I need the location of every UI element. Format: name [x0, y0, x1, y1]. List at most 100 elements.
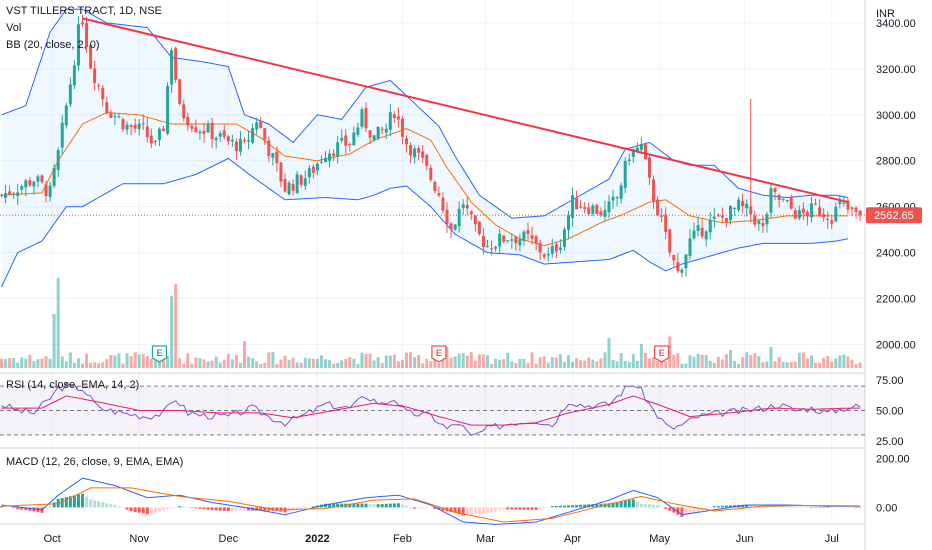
volume-bar: [190, 363, 194, 368]
macd-histogram-bar: [676, 507, 680, 515]
candle-body: [639, 143, 643, 150]
volume-bar: [554, 357, 558, 368]
macd-histogram-bar: [48, 505, 52, 508]
volume-bar: [818, 362, 822, 368]
candle-body: [315, 163, 319, 171]
macd-histogram-bar: [777, 506, 781, 508]
candle-body: [449, 223, 453, 230]
macd-histogram-bar: [814, 507, 818, 508]
volume-bar: [826, 356, 830, 368]
candle-body: [234, 141, 238, 152]
macd-histogram-bar: [113, 504, 117, 508]
legend-volume[interactable]: Vol: [6, 22, 22, 34]
candle-body: [834, 206, 838, 222]
macd-histogram-bar: [826, 507, 830, 508]
candle-body: [388, 112, 392, 130]
macd-histogram-bar: [530, 507, 534, 510]
candle-body: [68, 84, 72, 105]
candle-body: [797, 210, 801, 219]
legend-bollinger[interactable]: BB (20, close, 2, 0): [6, 39, 100, 51]
volume-bar: [218, 362, 222, 368]
volume-bar: [643, 352, 647, 368]
macd-histogram-bar: [129, 507, 133, 512]
macd-histogram-bar: [720, 505, 724, 508]
candle-body: [190, 125, 194, 129]
volume-bar: [538, 357, 542, 368]
candle-body: [745, 203, 749, 209]
volume-bar: [137, 354, 141, 368]
candle-body: [854, 207, 858, 212]
bollinger-lower: [1, 157, 848, 288]
price-axis: INR2000.002200.002400.002600.002800.0030…: [866, 8, 922, 514]
volume-bar: [283, 355, 287, 368]
volume-bar: [830, 361, 834, 368]
candle-body: [652, 179, 656, 202]
macd-histogram-bar: [388, 503, 392, 508]
volume-bar: [93, 362, 97, 368]
candle-body: [558, 247, 562, 250]
macd-histogram-bar: [162, 507, 165, 511]
candle-body: [97, 85, 101, 87]
macd-histogram-bar: [822, 507, 826, 508]
earnings-label: E: [156, 348, 162, 358]
volume-bar: [724, 354, 728, 368]
macd-histogram-bar: [307, 507, 311, 508]
candle-body: [101, 87, 105, 100]
macd-histogram-bar: [368, 503, 372, 508]
volume-bar: [275, 363, 279, 368]
macd-histogram-bar: [858, 507, 862, 508]
macd-histogram-bar: [324, 503, 327, 508]
macd-histogram-bar: [328, 503, 332, 508]
macd-histogram-bar: [425, 507, 429, 509]
bollinger-fill: [1, 9, 848, 287]
volume-bar: [194, 357, 198, 368]
macd-histogram-bar: [218, 507, 222, 511]
candle-body: [255, 122, 259, 130]
macd-histogram-bar: [372, 504, 376, 508]
candle-body: [562, 229, 566, 247]
legend-macd[interactable]: MACD (12, 26, close, 9, EMA, EMA): [6, 456, 184, 468]
trendline[interactable]: [82, 17, 849, 204]
legend-rsi[interactable]: RSI (14, close, EMA, 14, 2): [6, 379, 140, 391]
volume-bar: [680, 363, 684, 368]
macd-histogram-bar: [664, 507, 668, 509]
candle-body: [368, 130, 372, 138]
volume-bar: [656, 360, 660, 368]
volume-bar: [797, 352, 801, 368]
macd-histogram-bar: [834, 507, 838, 508]
candle-body: [259, 121, 263, 128]
volume-bar: [0, 358, 3, 368]
volume-bar: [178, 358, 182, 368]
candle-body: [668, 229, 672, 253]
candle-body: [166, 85, 170, 134]
volume-bar: [498, 359, 502, 368]
volume-bar: [583, 360, 587, 368]
macd-histogram-bar: [810, 507, 813, 508]
volume-bar: [226, 354, 230, 368]
macd-histogram-bar: [56, 498, 60, 508]
time-tick-label: Mar: [476, 533, 495, 545]
candle-body: [465, 205, 469, 209]
volume-bar: [769, 347, 773, 368]
macd-histogram-bar: [81, 493, 84, 508]
volume-bar: [247, 356, 251, 368]
volume-bar: [202, 359, 206, 368]
volume-bar: [453, 356, 457, 368]
macd-pane: [0, 477, 862, 525]
candle-body: [182, 104, 186, 119]
candle-body: [409, 145, 413, 156]
candle-body: [805, 211, 809, 217]
macd-histogram-bar: [611, 502, 615, 508]
candle-body: [162, 128, 165, 132]
macd-histogram-bar: [793, 506, 797, 508]
volume-bar: [368, 353, 372, 368]
macd-histogram-bar: [24, 507, 28, 511]
macd-histogram-bar: [178, 506, 182, 508]
macd-histogram-bar: [818, 507, 822, 508]
candle-body: [822, 214, 826, 218]
volume-bar: [52, 314, 56, 368]
candle-body: [660, 215, 664, 217]
candle-body: [287, 182, 291, 195]
